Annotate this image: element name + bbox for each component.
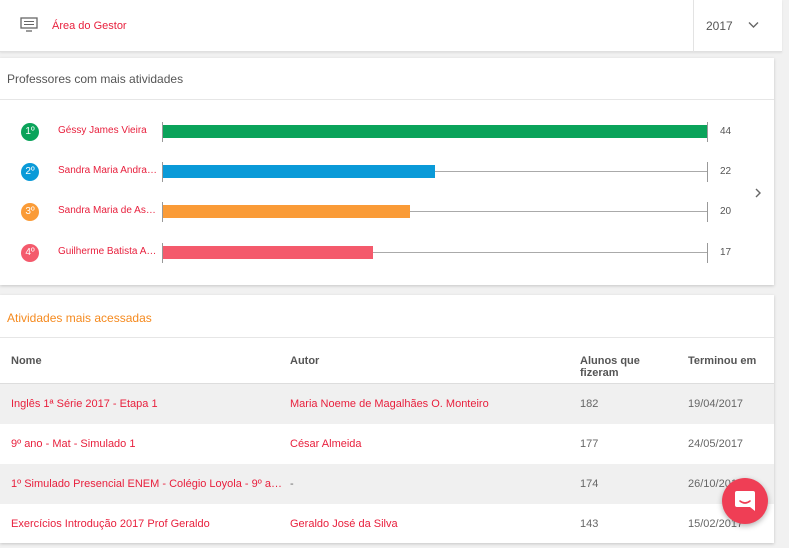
rank-badge: 4º [21,244,39,262]
bar-track [162,171,708,172]
table-header: Nome Autor Alunos que fizeram Terminou e… [0,338,774,384]
teacher-rank-row: 1º Géssy James Vieira 44 [0,117,774,147]
students-count: 177 [580,438,599,450]
monitor-icon [20,17,38,32]
bar-end-tick [707,243,708,263]
top-bar: Área do Gestor 2017 [0,0,782,52]
bar-start-tick [162,122,163,142]
chevron-right-icon[interactable] [752,186,764,200]
bar-start-tick [162,162,163,182]
table-row: Exercícios Introdução 2017 Prof Geraldo … [0,504,774,543]
activity-count: 17 [720,247,732,258]
teacher-name-link[interactable]: Géssy James Vieira [58,125,147,136]
column-header-author[interactable]: Autor [290,355,320,367]
activity-count: 20 [720,206,732,217]
activity-name-link[interactable]: 1º Simulado Presencial ENEM - Colégio Lo… [11,478,283,490]
author-link[interactable]: Maria Noeme de Magalhães O. Monteiro [290,398,489,410]
chevron-down-icon [748,22,759,28]
activity-name-link[interactable]: 9º ano - Mat - Simulado 1 [11,438,136,450]
teacher-rank-row: 3º Sandra Maria de Assis 20 [0,197,774,227]
students-count: 174 [580,478,599,490]
column-header-name[interactable]: Nome [11,355,42,367]
ended-date: 24/05/2017 [688,438,744,450]
ended-date: 19/04/2017 [688,398,744,410]
bar-end-tick [707,122,708,142]
rank-badge: 2º [21,163,39,181]
activity-bar [163,165,435,178]
divider [0,99,774,100]
top-teachers-card: Professores com mais atividades 1º Géssy … [0,58,774,285]
bar-end-tick [707,202,708,222]
activity-bar [163,125,707,138]
bar-track [162,211,708,212]
students-count: 143 [580,518,599,530]
teacher-name-link[interactable]: Guilherme Batista Alves [58,246,158,257]
bar-start-tick [162,202,163,222]
activity-name-link[interactable]: Exercícios Introdução 2017 Prof Geraldo [11,518,210,530]
bar-end-tick [707,162,708,182]
chat-icon [735,491,755,511]
activity-count: 22 [720,166,732,177]
teacher-rank-row: 4º Guilherme Batista Alves 17 [0,238,774,268]
table-row: Inglês 1ª Série 2017 - Etapa 1 Maria Noe… [0,384,774,424]
column-header-ended[interactable]: Terminou em [688,355,757,367]
activity-bar [163,205,410,218]
column-header-students[interactable]: Alunos que fizeram [580,355,640,379]
activity-name-link[interactable]: Inglês 1ª Série 2017 - Etapa 1 [11,398,158,410]
year-select-value: 2017 [706,19,733,33]
author-link: - [290,478,294,490]
divider [0,337,774,338]
chat-button[interactable] [722,478,768,524]
page-title: Área do Gestor [52,20,127,32]
activity-count: 44 [720,126,732,137]
teacher-rank-row: 2º Sandra Maria Andrade 22 [0,157,774,187]
teacher-name-link[interactable]: Sandra Maria de Assis [58,205,158,216]
table-row: 9º ano - Mat - Simulado 1 César Almeida … [0,424,774,464]
activity-bar [163,246,373,259]
top-activities-card: Atividades mais acessadas Nome Autor Alu… [0,295,774,543]
rank-badge: 1º [21,123,39,141]
teacher-name-link[interactable]: Sandra Maria Andrade [58,165,158,176]
bar-start-tick [162,243,163,263]
top-activities-title: Atividades mais acessadas [7,311,152,325]
top-teachers-title: Professores com mais atividades [7,72,184,86]
bar-track [162,252,708,253]
rank-badge: 3º [21,203,39,221]
year-select[interactable]: 2017 [693,0,782,52]
table-row: 1º Simulado Presencial ENEM - Colégio Lo… [0,464,774,504]
author-link[interactable]: César Almeida [290,438,362,450]
students-count: 182 [580,398,599,410]
author-link[interactable]: Geraldo José da Silva [290,518,398,530]
